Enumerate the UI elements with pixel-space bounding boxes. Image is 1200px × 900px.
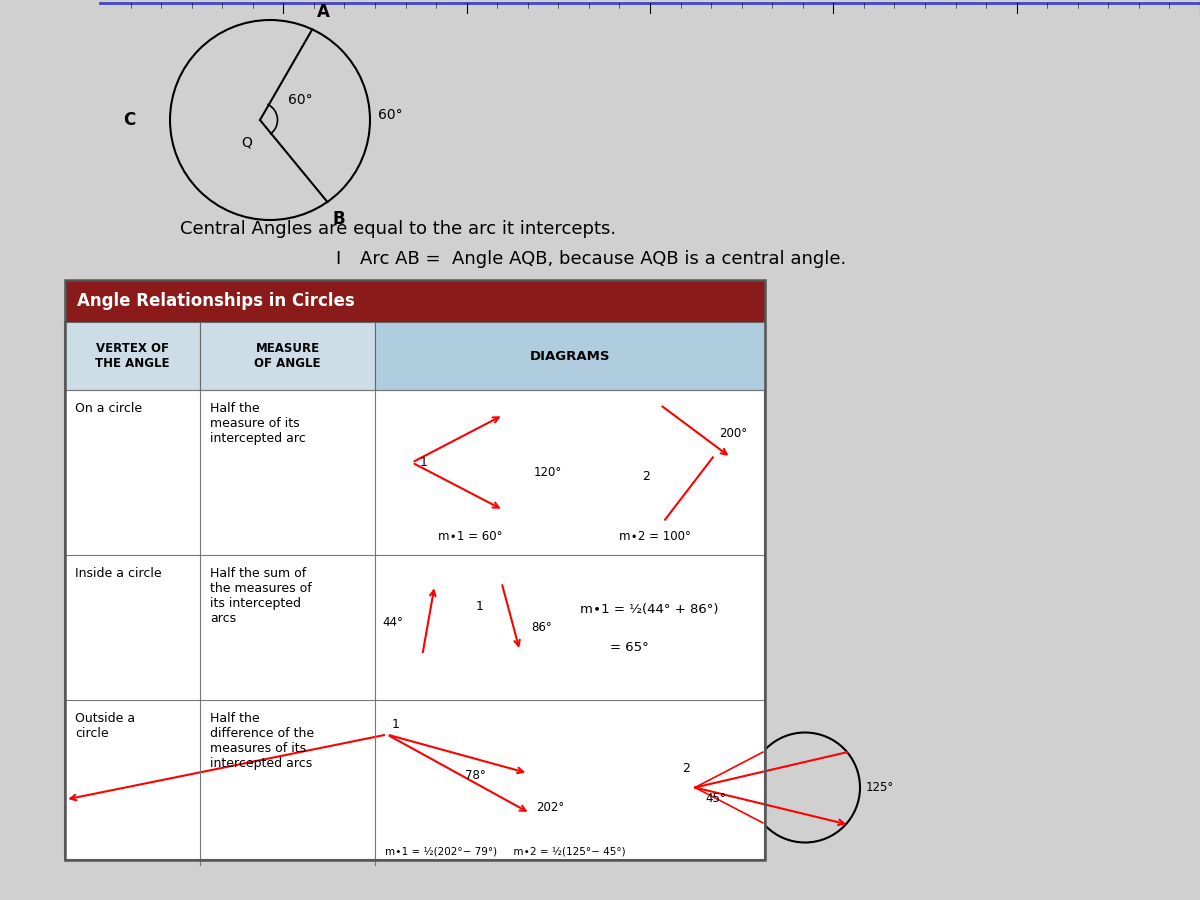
Text: m∙1 = ½(202°− 79°)     m∙2 = ½(125°− 45°): m∙1 = ½(202°− 79°) m∙2 = ½(125°− 45°) [385, 847, 625, 857]
FancyBboxPatch shape [200, 322, 374, 390]
Text: = 65°: = 65° [610, 641, 649, 654]
FancyBboxPatch shape [65, 280, 766, 322]
Text: Outside a
circle: Outside a circle [74, 712, 136, 740]
Text: MEASURE
OF ANGLE: MEASURE OF ANGLE [254, 342, 320, 370]
Text: 2: 2 [642, 471, 650, 483]
Text: On a circle: On a circle [74, 402, 142, 415]
Text: 2: 2 [682, 762, 690, 776]
Text: 45°: 45° [706, 793, 726, 806]
FancyBboxPatch shape [374, 322, 766, 390]
Text: 60°: 60° [378, 108, 403, 122]
Text: m∙1 = ½(44° + 86°): m∙1 = ½(44° + 86°) [580, 603, 719, 616]
Text: I: I [335, 250, 341, 268]
Text: 120°: 120° [534, 466, 563, 479]
Text: 86°: 86° [530, 621, 552, 634]
Text: Half the
measure of its
intercepted arc: Half the measure of its intercepted arc [210, 402, 306, 445]
FancyBboxPatch shape [65, 322, 766, 860]
Text: Arc AB =  Angle AQB, because AQB is a central angle.: Arc AB = Angle AQB, because AQB is a cen… [360, 250, 846, 268]
Text: 1: 1 [392, 718, 400, 732]
Text: 200°: 200° [719, 427, 748, 440]
Text: 78°: 78° [466, 769, 486, 782]
Text: B: B [332, 210, 344, 228]
Text: 202°: 202° [536, 801, 564, 814]
Text: DIAGRAMS: DIAGRAMS [529, 349, 611, 363]
Text: 44°: 44° [382, 616, 403, 629]
Text: Central Angles are equal to the arc it intercepts.: Central Angles are equal to the arc it i… [180, 220, 616, 238]
Text: 1: 1 [420, 456, 428, 469]
Text: Angle Relationships in Circles: Angle Relationships in Circles [77, 292, 355, 310]
Text: m∙1 = 60°: m∙1 = 60° [438, 530, 503, 543]
Text: A: A [317, 4, 330, 22]
Text: Half the sum of
the measures of
its intercepted
arcs: Half the sum of the measures of its inte… [210, 567, 312, 625]
Text: 60°: 60° [288, 93, 313, 107]
Text: 1: 1 [475, 600, 484, 614]
Text: Q: Q [241, 135, 252, 149]
FancyBboxPatch shape [65, 322, 200, 390]
Text: C: C [122, 111, 134, 129]
Text: m∙2 = 100°: m∙2 = 100° [619, 530, 691, 543]
Text: Inside a circle: Inside a circle [74, 567, 162, 580]
Text: Half the
difference of the
measures of its
intercepted arcs: Half the difference of the measures of i… [210, 712, 314, 770]
Text: VERTEX OF
THE ANGLE: VERTEX OF THE ANGLE [95, 342, 169, 370]
Text: 125°: 125° [866, 781, 894, 794]
